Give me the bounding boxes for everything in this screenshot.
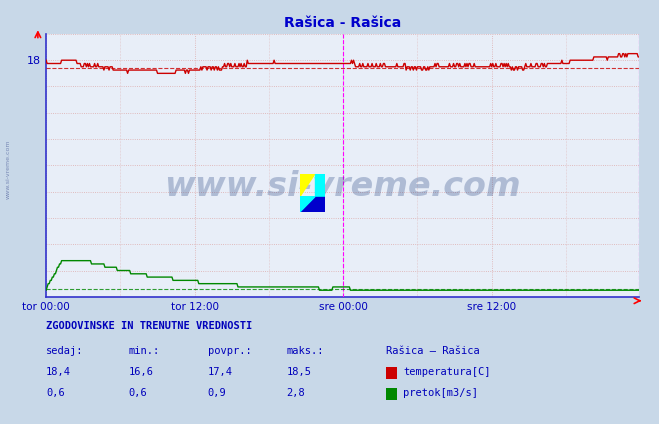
Text: min.:: min.: — [129, 346, 159, 356]
Text: sedaj:: sedaj: — [46, 346, 84, 356]
Text: 18,4: 18,4 — [46, 367, 71, 377]
Polygon shape — [300, 197, 315, 212]
Text: 17,4: 17,4 — [208, 367, 233, 377]
Text: 0,6: 0,6 — [129, 388, 147, 399]
Text: Rašica – Rašica: Rašica – Rašica — [386, 346, 479, 356]
Text: 16,6: 16,6 — [129, 367, 154, 377]
Text: 18,5: 18,5 — [287, 367, 312, 377]
Text: ZGODOVINSKE IN TRENUTNE VREDNOSTI: ZGODOVINSKE IN TRENUTNE VREDNOSTI — [46, 321, 252, 331]
Text: temperatura[C]: temperatura[C] — [403, 367, 491, 377]
Text: www.si-vreme.com: www.si-vreme.com — [164, 170, 521, 203]
Polygon shape — [300, 197, 325, 212]
Text: pretok[m3/s]: pretok[m3/s] — [403, 388, 478, 399]
Text: povpr.:: povpr.: — [208, 346, 251, 356]
Polygon shape — [300, 174, 315, 197]
Polygon shape — [315, 174, 325, 197]
Text: 0,9: 0,9 — [208, 388, 226, 399]
Text: 2,8: 2,8 — [287, 388, 305, 399]
Text: maks.:: maks.: — [287, 346, 324, 356]
Text: www.si-vreme.com: www.si-vreme.com — [6, 140, 11, 199]
Title: Rašica - Rašica: Rašica - Rašica — [284, 16, 401, 30]
Text: 0,6: 0,6 — [46, 388, 65, 399]
